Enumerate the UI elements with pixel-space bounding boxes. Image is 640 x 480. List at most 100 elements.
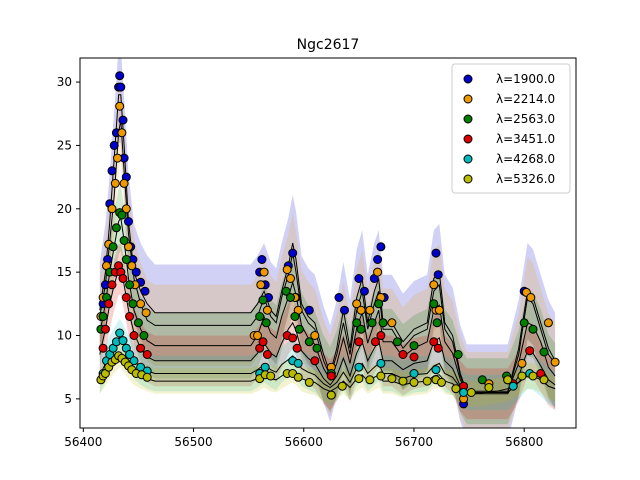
y-tick-label: 15 (57, 265, 72, 279)
data-point-series-4 (433, 343, 443, 353)
data-point-series-3 (392, 337, 402, 347)
data-point-series-2 (121, 204, 131, 214)
data-point-series-1 (340, 305, 349, 315)
data-point-series-4 (98, 343, 108, 353)
legend-label: λ=5326.0 (496, 172, 555, 186)
data-point-series-3 (352, 318, 362, 328)
data-point-series-5 (354, 362, 364, 372)
data-point-series-6 (398, 376, 408, 386)
uncertainty-band-5 (99, 320, 556, 411)
data-point-series-2 (387, 318, 397, 328)
legend-label: λ=1900.0 (496, 72, 555, 86)
legend-marker (463, 174, 473, 184)
data-point-series-1 (288, 248, 298, 258)
legend-box (451, 63, 571, 194)
data-point-series-6 (466, 388, 476, 397)
x-tick-label: 56400 (64, 435, 102, 449)
data-point-series-4 (258, 337, 268, 347)
data-point-series-4 (370, 337, 380, 347)
data-point-series-3 (453, 350, 463, 359)
data-points (96, 71, 560, 409)
data-point-series-3 (356, 324, 366, 334)
data-point-series-3 (111, 223, 121, 233)
data-point-series-5 (431, 365, 441, 375)
data-point-series-1 (373, 255, 383, 264)
data-point-series-6 (387, 374, 397, 384)
data-point-series-2 (124, 242, 133, 252)
data-point-series-4 (136, 343, 146, 353)
legend-label: λ=4268.0 (496, 152, 555, 166)
data-point-series-1 (115, 71, 125, 81)
data-point-series-2 (352, 299, 362, 309)
data-point-series-4 (326, 371, 336, 381)
data-point-series-3 (294, 324, 304, 334)
data-point-series-2 (115, 101, 125, 111)
data-point-series-3 (255, 312, 265, 321)
data-point-series-2 (110, 178, 120, 188)
data-point-series-4 (292, 343, 302, 353)
data-point-series-5 (293, 358, 303, 368)
data-point-series-1 (334, 293, 344, 302)
data-point-series-2 (127, 261, 137, 271)
uncertainty-band-3 (99, 184, 556, 425)
data-point-series-3 (409, 341, 419, 351)
data-point-series-6 (528, 371, 538, 381)
data-point-series-3 (261, 318, 271, 328)
data-point-series-3 (98, 312, 108, 321)
data-point-series-3 (128, 299, 138, 309)
data-point-series-2 (141, 308, 151, 318)
x-tick-label: 56800 (505, 435, 543, 449)
data-point-series-6 (503, 375, 513, 385)
data-point-series-3 (429, 299, 439, 309)
plot-frame (79, 57, 577, 429)
data-point-series-6 (365, 375, 375, 385)
uncertainty-band-2 (99, 79, 556, 428)
data-point-series-6 (354, 374, 364, 384)
data-point-series-3 (304, 337, 314, 347)
data-point-series-4 (354, 337, 364, 347)
data-point-series-3 (528, 324, 538, 334)
data-point-series-3 (125, 280, 135, 290)
x-tick-label: 56500 (174, 435, 212, 449)
data-point-series-6 (422, 376, 432, 386)
data-point-series-3 (133, 318, 143, 328)
uncertainty-band-4 (99, 244, 556, 420)
data-point-series-1 (431, 248, 441, 258)
legend: λ=1900.0 λ=2214.0 λ=2563.0 λ=3451.0 λ=4268.0… (451, 63, 571, 194)
data-point-series-6 (293, 372, 303, 382)
data-point-series-5 (376, 358, 386, 368)
data-point-series-4 (429, 337, 439, 347)
data-point-series-4 (107, 280, 117, 290)
data-point-series-2 (365, 305, 375, 315)
data-point-series-5 (409, 369, 419, 378)
data-point-series-2 (429, 280, 439, 290)
data-point-series-1 (109, 140, 119, 150)
data-point-series-3 (378, 318, 388, 328)
data-point-series-6 (326, 390, 336, 400)
data-point-series-6 (437, 377, 446, 387)
x-tick-label: 56600 (285, 435, 323, 449)
data-point-series-6 (539, 375, 549, 385)
data-point-series-2 (526, 293, 536, 302)
legend-label: λ=2214.0 (496, 92, 555, 106)
data-point-series-1 (376, 242, 386, 252)
legend-marker (463, 114, 473, 124)
uncertainty-band-6 (99, 343, 556, 407)
data-point-series-4 (288, 333, 298, 343)
data-point-series-4 (262, 350, 272, 359)
data-point-series-5 (129, 356, 139, 366)
data-point-series-6 (142, 372, 152, 382)
data-point-series-2 (373, 267, 383, 277)
data-point-series-4 (310, 356, 320, 366)
data-point-series-6 (484, 383, 494, 392)
data-point-series-3 (281, 286, 291, 296)
data-point-series-2 (310, 331, 320, 340)
y-tick-label: 10 (57, 329, 72, 343)
data-point-series-2 (259, 267, 269, 277)
data-point-series-5 (125, 350, 135, 359)
data-point-series-2 (107, 204, 117, 214)
data-point-series-2 (117, 128, 127, 138)
data-point-series-2 (550, 357, 560, 367)
y-tick-label: 30 (57, 75, 72, 89)
